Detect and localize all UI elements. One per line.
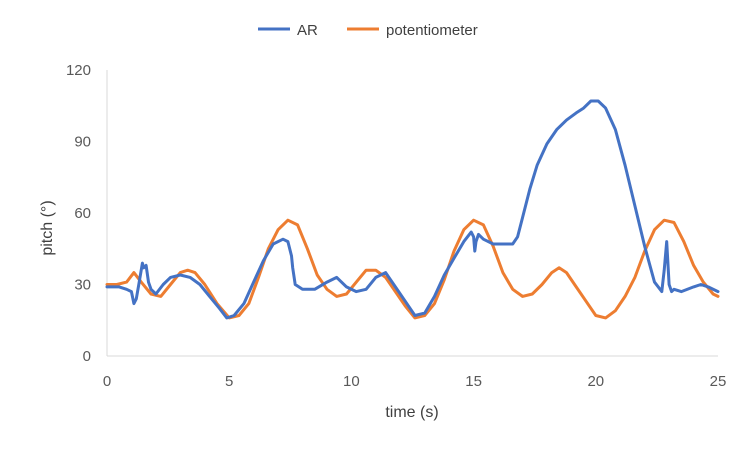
- x-tick-label: 25: [710, 373, 727, 390]
- legend: AR potentiometer: [258, 22, 478, 39]
- y-tick-label: 30: [74, 277, 91, 294]
- series-line-potentiometer: [105, 218, 720, 320]
- x-tick-labels: 0 5 10 15 20 25: [103, 373, 727, 390]
- plot-axes: [106, 70, 718, 357]
- legend-label-ar: AR: [297, 22, 318, 39]
- x-axis-title: time (s): [385, 404, 438, 421]
- y-tick-labels: 0 30 60 90 120: [66, 62, 91, 365]
- y-tick-label: 60: [74, 205, 91, 222]
- x-tick-label: 15: [465, 373, 482, 390]
- x-tick-label: 5: [225, 373, 233, 390]
- legend-label-potentiometer: potentiometer: [386, 22, 478, 39]
- y-axis-title: pitch (°): [39, 200, 56, 255]
- x-tick-label: 10: [343, 373, 360, 390]
- y-tick-label: 120: [66, 62, 91, 79]
- y-tick-label: 0: [83, 348, 91, 365]
- x-tick-label: 0: [103, 373, 111, 390]
- series-lines: [105, 99, 720, 320]
- series-line-ar: [105, 99, 720, 320]
- y-tick-label: 90: [74, 134, 91, 151]
- x-tick-label: 20: [587, 373, 604, 390]
